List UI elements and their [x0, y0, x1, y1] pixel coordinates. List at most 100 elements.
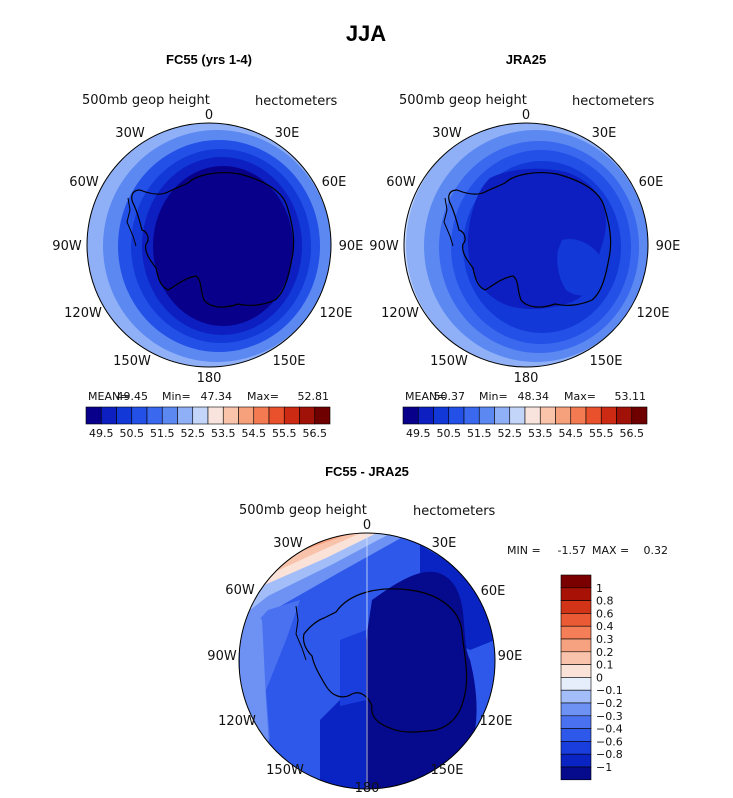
colorbar-swatch: [560, 574, 592, 589]
colorbar-tick-label: −0.6: [596, 735, 623, 748]
min-value: 48.34: [518, 390, 550, 403]
colorbar-swatch: [560, 664, 592, 678]
lon-label-120w: 120W: [64, 306, 102, 321]
colorbar-swatch: [560, 715, 592, 729]
max-label: Max=: [564, 390, 596, 403]
colorbar-swatch: [192, 406, 209, 425]
antarctica-coastline: [302, 588, 468, 733]
lon-label-150e: 150E: [589, 354, 622, 369]
colorbar-tick-label: −1: [596, 761, 612, 774]
lon-label-90w: 90W: [52, 239, 82, 254]
colorbar-swatch: [238, 406, 255, 425]
colorbar-tick-label: 50.5: [437, 427, 462, 440]
colorbar-tick-label: 0.1: [596, 659, 614, 672]
lon-label-90w: 90W: [207, 649, 237, 664]
contour-field: [404, 123, 648, 367]
panel-difference: FC55 - JRA25 500mb geop height hectomete…: [207, 464, 668, 796]
colorbar-swatch: [560, 587, 592, 601]
colorbar-tick-label: −0.8: [596, 748, 623, 761]
lon-label-150e: 150E: [430, 763, 463, 778]
lon-label-0: 0: [363, 518, 371, 533]
colorbar-tick-label: 49.5: [406, 427, 431, 440]
colorbar-swatch: [524, 406, 541, 425]
colorbar-tick-label: 56.5: [620, 427, 645, 440]
lon-label-30w: 30W: [432, 126, 462, 141]
panel-fc55: FC55 (yrs 1-4) 500mb geop height hectome…: [52, 52, 363, 440]
mean-value: 49.45: [117, 390, 149, 403]
lon-label-150e: 150E: [272, 354, 305, 369]
units-label: hectometers: [572, 94, 655, 109]
colorbar-swatch: [631, 406, 648, 425]
colorbar-swatch: [560, 728, 592, 742]
panel-jra25: JRA25 500mb geop height hectometers 0 30…: [369, 52, 680, 440]
colorbar-swatch: [560, 753, 592, 768]
colorbar-tick-label: 52.5: [181, 427, 206, 440]
max-value: 53.11: [615, 390, 647, 403]
colorbar-swatch: [222, 406, 239, 425]
colorbar-swatch: [478, 406, 495, 425]
colorbar-swatch: [560, 625, 592, 640]
colorbar-tick-label: 0.3: [596, 633, 614, 646]
colorbar-swatch: [299, 406, 316, 425]
max-label: MAX =: [592, 544, 629, 557]
max-label: Max=: [247, 390, 279, 403]
variable-label: 500mb geop height: [239, 503, 367, 518]
colorbar-swatch: [283, 406, 300, 425]
colorbar-tick-label: 55.5: [272, 427, 297, 440]
lon-label-30e: 30E: [275, 126, 300, 141]
peninsula-coastline: [295, 605, 307, 661]
colorbar: 49.5 50.5 51.5 52.5 53.5 54.5 55.5 56.5: [402, 406, 648, 440]
colorbar-swatch: [463, 406, 480, 425]
band-below-minus-1: [366, 571, 477, 789]
colorbar-swatch: [509, 406, 526, 425]
colorbar-tick-label: 0.8: [596, 595, 614, 608]
colorbar-swatch: [177, 406, 194, 425]
min-label: MIN =: [507, 544, 541, 557]
units-label: hectometers: [413, 504, 496, 519]
lon-label-120w: 120W: [381, 306, 419, 321]
colorbar-tick-label: 53.5: [528, 427, 553, 440]
band-0: [239, 533, 395, 618]
variable-label: 500mb geop height: [399, 93, 527, 108]
colorbar-swatch: [161, 406, 178, 425]
lon-label-180: 180: [355, 781, 380, 796]
colorbar-swatch: [560, 689, 592, 704]
band-0-1: [240, 533, 383, 590]
band-below-49-5: [153, 166, 293, 326]
mean-value: 50.37: [434, 390, 466, 403]
colorbar-tick-label: −0.4: [596, 723, 623, 736]
lon-label-60w: 60W: [386, 175, 416, 190]
colorbar-swatch: [555, 406, 572, 425]
colorbar-swatch: [417, 406, 434, 425]
colorbar-tick-label: −0.3: [596, 710, 623, 723]
panel-title: FC55 (yrs 1-4): [166, 52, 252, 67]
colorbar-tick-label: −0.2: [596, 697, 623, 710]
colorbar-swatch: [560, 766, 592, 781]
colorbar-tick-label: −0.1: [596, 684, 623, 697]
mean-label: MEAN=: [88, 390, 129, 403]
colorbar-tick-label: 50.5: [120, 427, 145, 440]
colorbar-swatch: [85, 406, 102, 425]
variable-label: 500mb geop height: [82, 93, 210, 108]
colorbar-tick-label: 55.5: [589, 427, 614, 440]
colorbar-swatch: [570, 406, 587, 425]
colorbar: 10.80.60.40.30.20.10−0.1−0.2−0.3−0.4−0.6…: [560, 574, 623, 781]
lon-label-150w: 150W: [113, 354, 151, 369]
colorbar-swatch: [600, 406, 617, 425]
colorbar-swatch: [560, 638, 592, 653]
lon-label-180: 180: [197, 371, 222, 386]
band-minus-0-8: [320, 690, 372, 789]
colorbar-tick-label: 54.5: [242, 427, 267, 440]
lon-label-30w: 30W: [115, 126, 145, 141]
lon-label-90e: 90E: [339, 239, 364, 254]
lon-label-0: 0: [205, 108, 213, 123]
colorbar-swatch: [539, 406, 556, 425]
band-minus-0-6: [340, 630, 366, 706]
min-label: Min=: [162, 390, 191, 403]
colorbar-swatch: [494, 406, 511, 425]
lon-label-150w: 150W: [266, 763, 304, 778]
colorbar-swatch: [560, 651, 592, 665]
lon-label-60w: 60W: [225, 583, 255, 598]
colorbar-tick-label: 1: [596, 582, 603, 595]
